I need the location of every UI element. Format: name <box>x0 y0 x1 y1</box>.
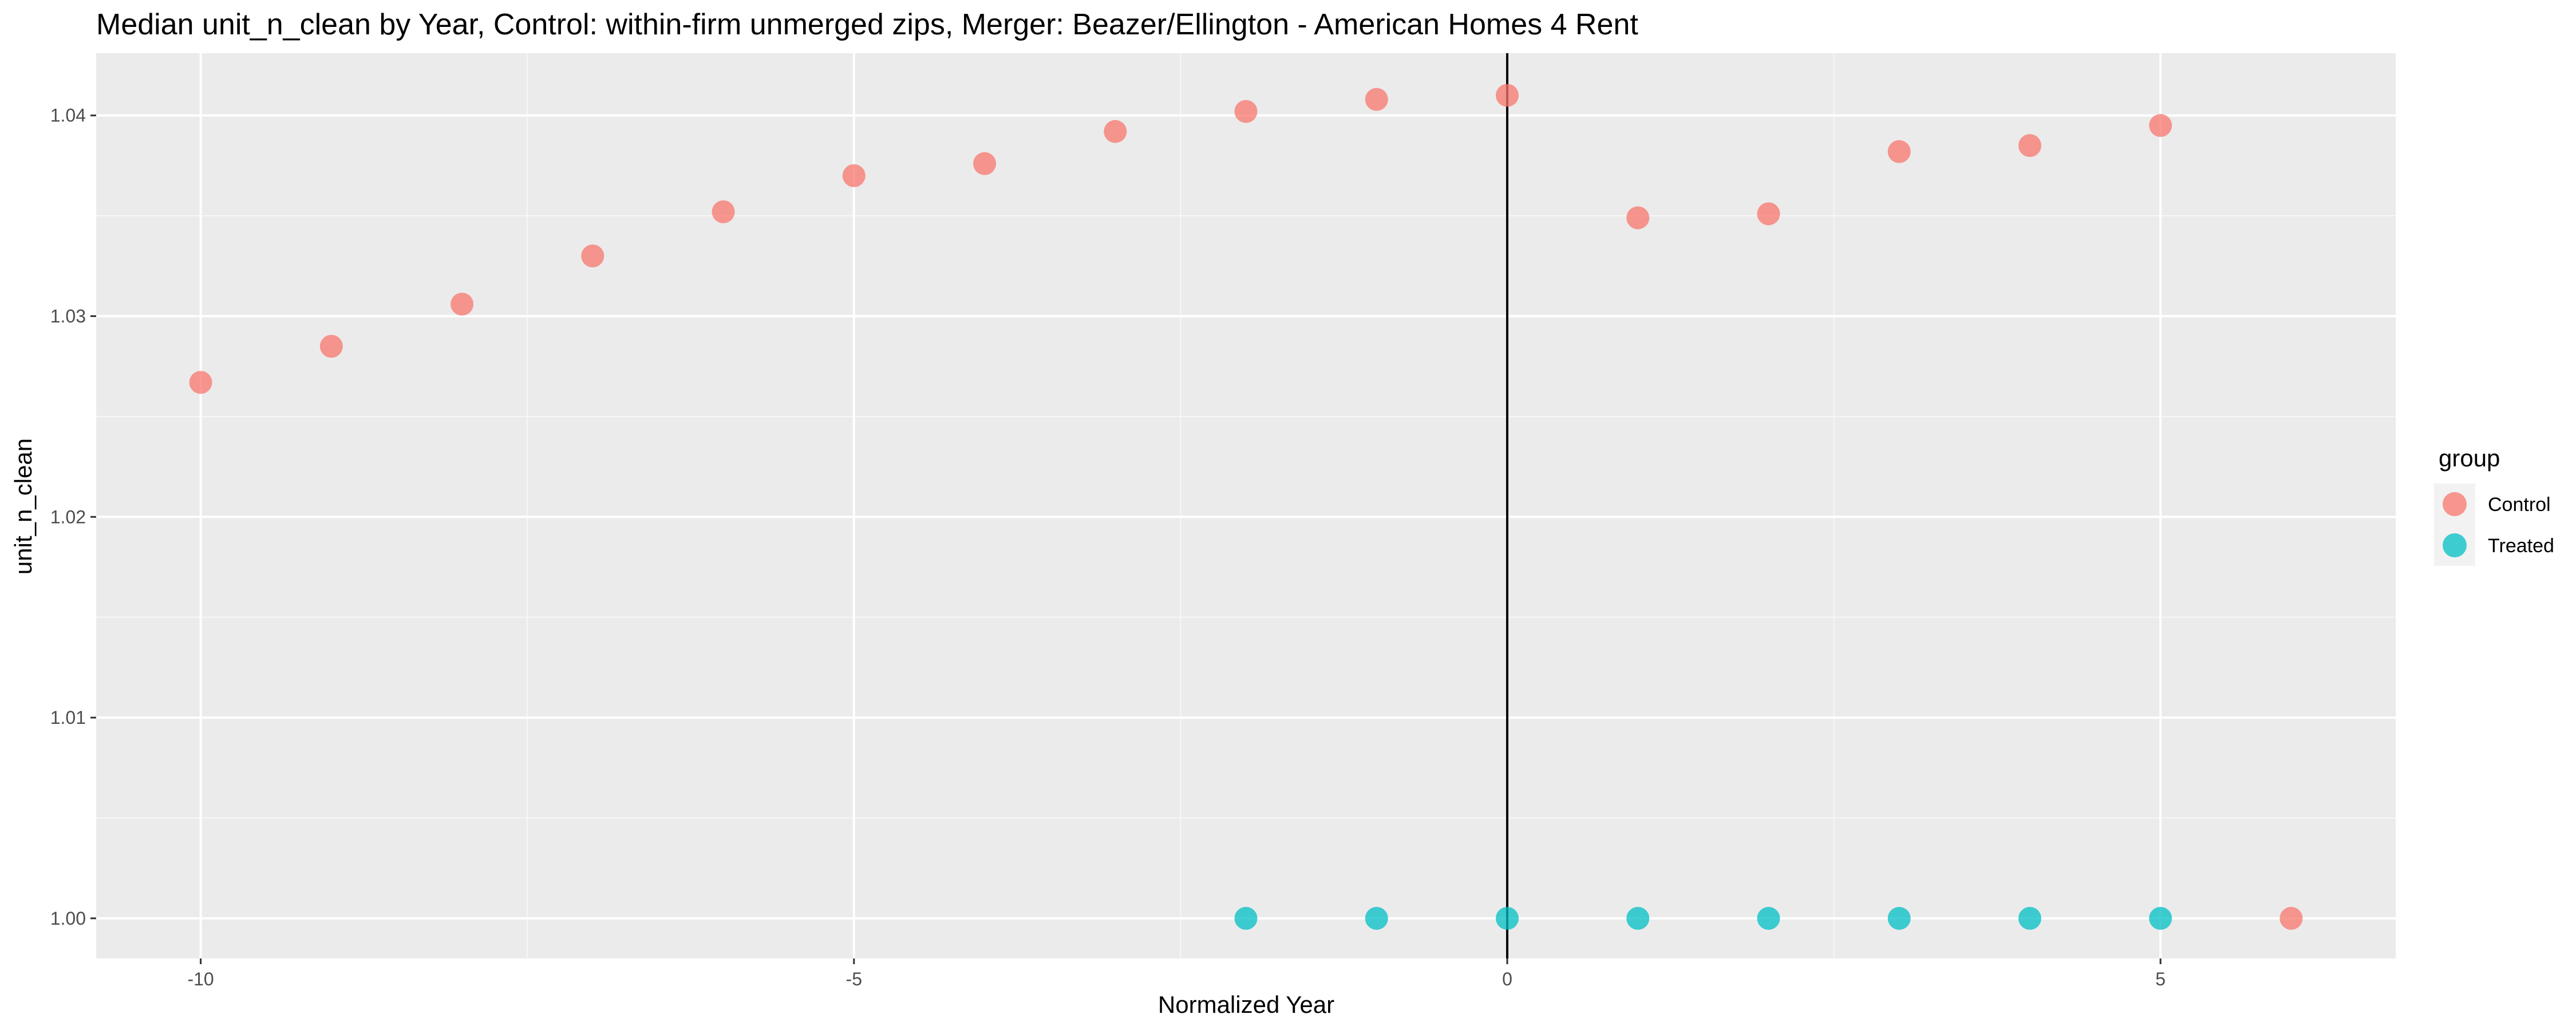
y-tick-label: 1.04 <box>50 105 86 126</box>
point-treated <box>1234 906 1258 930</box>
point-control <box>451 292 474 316</box>
plot-panel <box>96 53 2396 958</box>
y-tick-label: 1.03 <box>50 306 86 327</box>
point-control <box>189 371 212 394</box>
minor-gridlines <box>96 53 2396 958</box>
point-treated <box>2149 906 2172 930</box>
legend: group Control Treated <box>2434 445 2554 566</box>
point-control <box>1757 202 1780 225</box>
point-treated <box>1365 906 1388 930</box>
point-control <box>1104 120 1127 143</box>
data-points <box>189 84 2303 930</box>
point-control <box>319 335 343 358</box>
legend-key-control <box>2443 492 2467 516</box>
y-tick-label: 1.00 <box>50 908 86 929</box>
legend-label-control: Control <box>2488 494 2551 516</box>
x-axis-title: Normalized Year <box>1158 991 1334 1018</box>
point-treated <box>1495 906 1519 930</box>
x-tick-label: -10 <box>187 969 214 989</box>
point-treated <box>2018 906 2041 930</box>
legend-title: group <box>2439 445 2500 472</box>
point-control <box>1887 140 1911 163</box>
y-axis-title: unit_n_clean <box>10 438 37 575</box>
point-control <box>1234 100 1258 123</box>
point-treated <box>1626 906 1650 930</box>
point-control <box>1626 206 1650 229</box>
x-tick-label: 5 <box>2155 969 2166 989</box>
chart-title: Median unit_n_clean by Year, Control: wi… <box>96 8 1638 41</box>
y-tick-label: 1.01 <box>50 707 86 728</box>
x-axis-ticks: -10 -5 0 5 <box>187 958 2166 989</box>
point-treated <box>1887 906 1911 930</box>
x-tick-label: -5 <box>846 969 862 989</box>
legend-key-treated <box>2443 533 2467 557</box>
point-treated <box>1757 906 1780 930</box>
point-control <box>973 152 997 175</box>
point-control <box>2018 134 2041 157</box>
legend-label-treated: Treated <box>2488 535 2554 557</box>
point-control <box>712 200 735 224</box>
x-tick-label: 0 <box>1502 969 1512 989</box>
point-control <box>1495 84 1519 107</box>
point-control <box>842 164 866 187</box>
point-control <box>2279 906 2303 930</box>
y-axis-ticks: 1.00 1.01 1.02 1.03 1.04 <box>50 105 96 929</box>
point-control <box>581 244 605 268</box>
point-control <box>1365 88 1388 111</box>
y-tick-label: 1.02 <box>50 506 86 527</box>
point-control <box>2149 114 2172 137</box>
